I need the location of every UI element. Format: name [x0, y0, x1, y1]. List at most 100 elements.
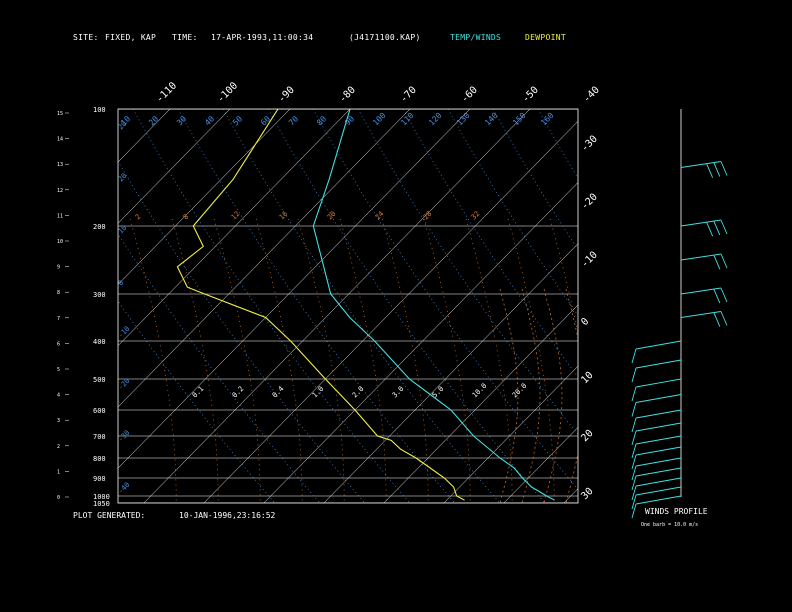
theta-left-label: -40 — [117, 481, 132, 496]
theta-left-label: 10 — [117, 224, 129, 236]
isotherm-line — [503, 427, 578, 503]
wind-barb-flag — [713, 254, 721, 270]
isotherm-line — [118, 109, 351, 347]
theta-label: 140 — [483, 111, 500, 128]
pressure-tick-label: 200 — [93, 223, 106, 231]
wind-barb-staff — [680, 253, 722, 261]
pressure-tick-label: 400 — [93, 338, 106, 346]
temperature-line — [312, 109, 555, 501]
dry-adiabat — [132, 109, 410, 503]
wind-barb-staff — [680, 287, 722, 295]
height-tick-label: 8 — [57, 290, 60, 296]
dry-adiabat — [447, 109, 578, 316]
dry-adiabat — [118, 233, 320, 503]
dry-adiabat — [673, 109, 792, 503]
wind-barb-flag — [631, 485, 637, 501]
theta-label: 110 — [399, 111, 416, 128]
wind-barb-flag — [713, 162, 721, 177]
wind-barb-staff — [680, 219, 722, 227]
wind-barb-staff — [635, 394, 682, 403]
wind-barb-flag — [631, 386, 637, 402]
mixing-label-upper: 12 — [230, 210, 242, 222]
dry-adiabat — [267, 109, 545, 503]
wind-barb-staff — [635, 409, 682, 419]
wind-barb-staff — [680, 161, 722, 168]
wind-barb-flag — [631, 503, 637, 519]
wind-barb-staff — [635, 422, 682, 432]
mixing-label-upper: 32 — [470, 210, 482, 222]
theta-label: 120 — [427, 111, 444, 128]
isotherm-line — [118, 109, 171, 163]
height-tick-label: 0 — [57, 495, 60, 501]
top-temp-label: -110 — [154, 80, 179, 105]
wind-barb-staff — [635, 446, 682, 456]
wind-barb-flag — [631, 402, 637, 417]
mixing-label-lower: 2.0 — [351, 385, 366, 400]
plot-frame — [117, 108, 579, 504]
top-temp-label: -70 — [398, 85, 419, 106]
theta-label: 60 — [259, 114, 272, 127]
wind-barb-staff — [635, 457, 682, 467]
dry-adiabat — [628, 109, 792, 503]
right-temp-label: -10 — [579, 250, 600, 271]
mixing-ratio-line — [423, 218, 471, 503]
mixing-ratio-line — [592, 219, 638, 503]
wind-barb-flag — [631, 494, 637, 510]
isotherm-line — [263, 182, 578, 503]
height-tick-label: 4 — [57, 393, 60, 399]
theta-label: 150 — [511, 111, 528, 128]
mixing-label-lower: 20.0 — [511, 382, 529, 400]
generated-label: PLOT GENERATED: — [73, 511, 146, 520]
dry-adiabat — [118, 160, 365, 503]
mixing-label-lower: 0.4 — [271, 385, 286, 400]
mixing-label-lower: 0.2 — [231, 385, 246, 400]
pressure-tick-label: 1000 — [93, 493, 110, 501]
pressure-tick-label: 1050 — [93, 500, 110, 508]
wind-barb-flag — [720, 287, 728, 303]
isotherm-line — [203, 120, 578, 503]
isotherm-line — [0, 109, 110, 503]
theta-label: 160 — [539, 111, 556, 128]
mixing-label-upper: 2 — [134, 213, 143, 222]
mixing-label-upper: 20 — [326, 210, 338, 222]
mixing-label-upper: 24 — [374, 210, 386, 222]
wind-barb-staff — [635, 435, 682, 445]
theta-label: 70 — [287, 114, 300, 127]
mixing-label-upper: 8 — [182, 213, 191, 222]
mixing-ratio-line — [129, 218, 177, 503]
time-value: 17-APR-1993,11:00:34 — [211, 33, 314, 42]
moist-adiabat — [499, 288, 519, 503]
top-temp-label: -60 — [459, 85, 480, 106]
dry-adiabat — [402, 109, 578, 378]
top-temp-label: -100 — [215, 80, 240, 105]
mixing-ratio-line — [465, 218, 513, 503]
pressure-tick-label: 600 — [93, 407, 106, 415]
theta-left-label: 20 — [117, 172, 129, 184]
generated-value: 10-JAN-1996,23:16:52 — [179, 511, 276, 520]
isotherm-line — [0, 109, 50, 503]
isotherm-line — [323, 243, 578, 503]
theta-left-label: -10 — [117, 325, 132, 340]
wind-barb-flag — [720, 161, 728, 176]
dry-adiabat — [537, 109, 578, 179]
dry-adiabat — [357, 109, 578, 436]
pressure-tick-label: 800 — [93, 455, 106, 463]
wind-barb-flag — [631, 475, 637, 491]
isotherm-line — [143, 109, 531, 503]
mixing-label-lower: 0.1 — [191, 385, 206, 400]
dry-adiabat — [763, 109, 792, 503]
wind-barb-staff — [635, 467, 682, 477]
height-tick-label: 14 — [57, 137, 63, 143]
wind-barb-flag — [720, 219, 728, 235]
height-tick-label: 1 — [57, 469, 60, 475]
dry-adiabat — [177, 109, 455, 503]
wind-barb-flag — [720, 311, 728, 326]
right-temp-label: 30 — [579, 486, 595, 502]
mixing-ratio-line — [255, 218, 303, 503]
height-tick-label: 9 — [57, 265, 60, 271]
moist-adiabat — [565, 288, 578, 503]
legend-temp: TEMP/WINDS — [450, 33, 502, 42]
wind-barb-staff — [635, 340, 682, 350]
wind-barb-flag — [706, 221, 714, 237]
